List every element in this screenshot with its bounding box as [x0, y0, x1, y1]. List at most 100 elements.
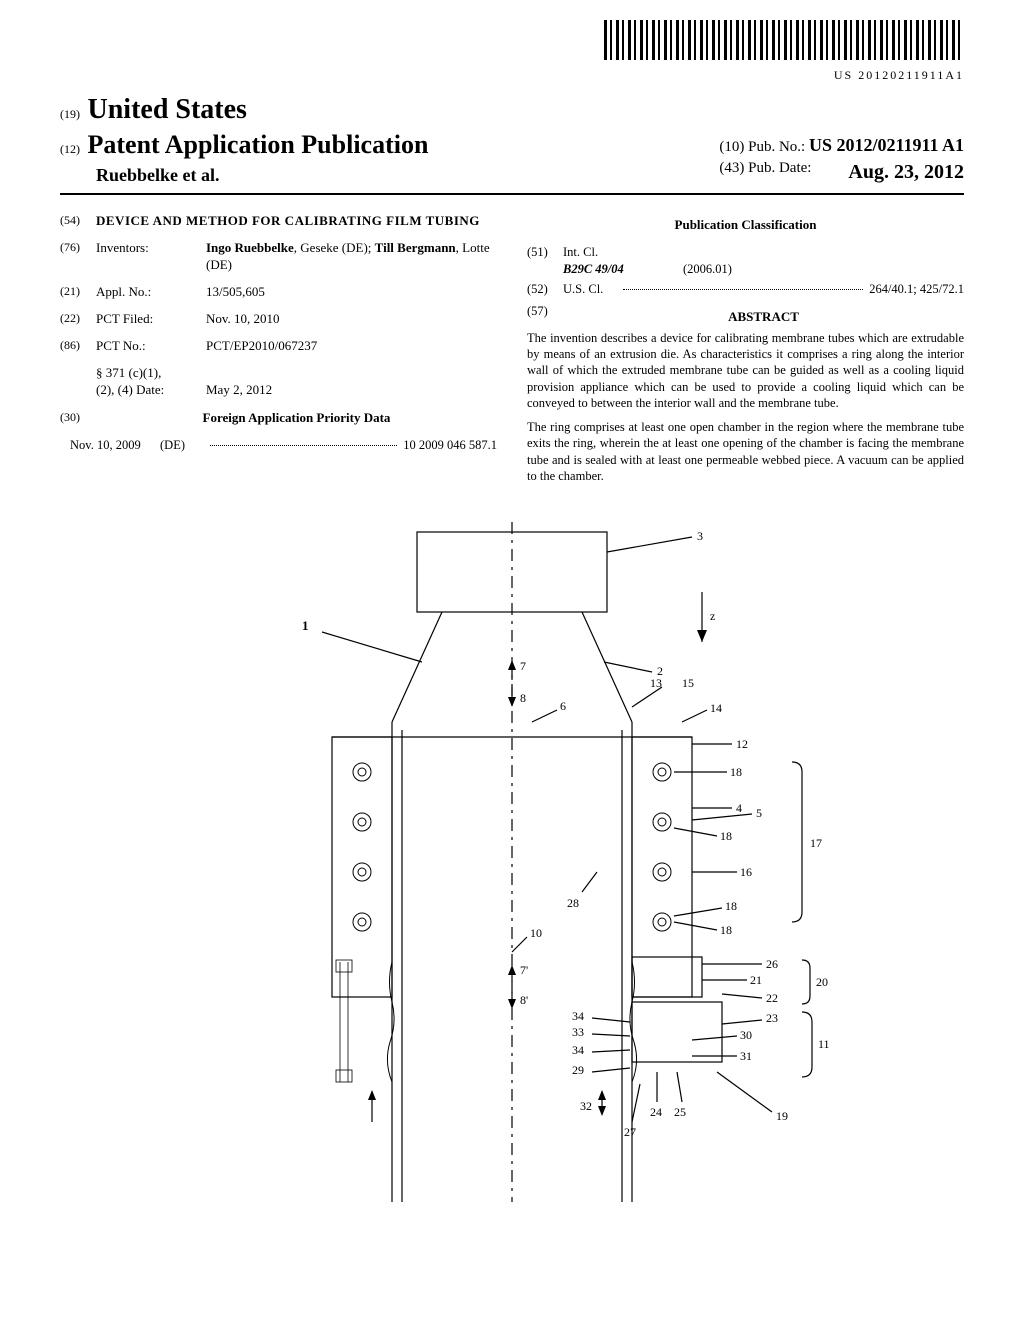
- pctno-value: PCT/EP2010/067237: [206, 338, 497, 355]
- pctno-label: PCT No.:: [96, 338, 206, 355]
- invention-title: DEVICE AND METHOD FOR CALIBRATING FILM T…: [96, 213, 497, 230]
- svg-text:33: 33: [572, 1025, 584, 1039]
- svg-text:22: 22: [766, 991, 778, 1005]
- svg-text:28: 28: [567, 896, 579, 910]
- inventors-code: (76): [60, 240, 96, 274]
- svg-text:6: 6: [560, 699, 566, 713]
- svg-text:10: 10: [530, 926, 542, 940]
- title-code: (54): [60, 213, 96, 230]
- priority-heading: Foreign Application Priority Data: [96, 410, 497, 427]
- inventors-value: Ingo Ruebbelke, Geseke (DE); Till Bergma…: [206, 240, 497, 274]
- svg-text:4: 4: [736, 801, 742, 815]
- classification-heading: Publication Classification: [527, 217, 964, 234]
- uscl-label: U.S. Cl.: [563, 281, 623, 297]
- svg-text:7': 7': [520, 963, 528, 977]
- abstract-code: (57): [527, 303, 563, 330]
- barcode-region: US 20120211911A1: [60, 20, 964, 84]
- svg-text:5: 5: [756, 806, 762, 820]
- pubno-label: Pub. No.:: [748, 139, 805, 155]
- applno-value: 13/505,605: [206, 284, 497, 301]
- svg-text:21: 21: [750, 973, 762, 987]
- inventor-2: Till Bergmann: [375, 240, 456, 255]
- svg-text:19: 19: [776, 1109, 788, 1123]
- svg-text:30: 30: [740, 1028, 752, 1042]
- pctfiled-label: PCT Filed:: [96, 311, 206, 328]
- pubdate-code: (43): [719, 160, 744, 176]
- abstract-heading-row: (57) ABSTRACT: [527, 303, 964, 330]
- priority-data-row: Nov. 10, 2009 (DE) 10 2009 046 587.1: [60, 437, 497, 453]
- header: (19) United States (12) Patent Applicati…: [60, 92, 964, 196]
- pctfiled-value: Nov. 10, 2010: [206, 311, 497, 328]
- svg-text:12: 12: [736, 737, 748, 751]
- svg-text:18: 18: [725, 899, 737, 913]
- svg-text:34: 34: [572, 1009, 584, 1023]
- svg-text:1: 1: [302, 618, 309, 633]
- priority-number: 10 2009 046 587.1: [397, 437, 497, 453]
- inventors-label: Inventors:: [96, 240, 206, 274]
- intcl-class: B29C 49/04: [563, 261, 683, 277]
- svg-text:15: 15: [682, 676, 694, 690]
- uscl-row: (52) U.S. Cl. 264/40.1; 425/72.1: [527, 281, 964, 297]
- inventors-row: (76) Inventors: Ingo Ruebbelke, Geseke (…: [60, 240, 497, 274]
- pubdate: Aug. 23, 2012: [848, 159, 964, 185]
- priority-code: (30): [60, 410, 96, 427]
- country: United States: [88, 94, 247, 125]
- s371-label: § 371 (c)(1), (2), (4) Date:: [96, 365, 206, 399]
- left-column: (54) DEVICE AND METHOD FOR CALIBRATING F…: [60, 213, 497, 492]
- intcl-code: (51): [527, 244, 563, 277]
- svg-text:11: 11: [818, 1037, 830, 1051]
- pctno-row: (86) PCT No.: PCT/EP2010/067237: [60, 338, 497, 355]
- pub-type: Patent Application Publication: [88, 130, 429, 159]
- barcode-number: US 20120211911A1: [60, 68, 964, 84]
- abstract-body: The invention describes a device for cal…: [527, 330, 964, 484]
- priority-country: (DE): [160, 437, 210, 453]
- svg-text:32: 32: [580, 1099, 592, 1113]
- svg-text:34: 34: [572, 1043, 584, 1057]
- header-right: (10) Pub. No.: US 2012/0211911 A1 (43) P…: [719, 134, 964, 188]
- uscl-dots: [623, 281, 863, 290]
- svg-text:23: 23: [766, 1011, 778, 1025]
- s371-date: May 2, 2012: [206, 382, 497, 399]
- right-column: Publication Classification (51) Int. Cl.…: [527, 213, 964, 492]
- patent-figure: 3 z 1 2 13 15 14 7 8 6: [60, 512, 964, 1218]
- applno-label: Appl. No.:: [96, 284, 206, 301]
- intcl-year: (2006.01): [683, 261, 732, 277]
- abstract-p2: The ring comprises at least one open cha…: [527, 419, 964, 484]
- svg-text:31: 31: [740, 1049, 752, 1063]
- uscl-value: 264/40.1; 425/72.1: [863, 281, 964, 297]
- country-code: (19): [60, 107, 80, 121]
- svg-text:8: 8: [520, 691, 526, 705]
- svg-text:13: 13: [650, 676, 662, 690]
- svg-text:27: 27: [624, 1125, 636, 1139]
- svg-text:20: 20: [816, 975, 828, 989]
- pub-code: (12): [60, 142, 80, 156]
- svg-text:18: 18: [720, 923, 732, 937]
- s371-blank: [60, 365, 96, 399]
- abstract-heading: ABSTRACT: [563, 309, 964, 326]
- svg-text:29: 29: [572, 1063, 584, 1077]
- svg-text:25: 25: [674, 1105, 686, 1119]
- svg-text:18: 18: [730, 765, 742, 779]
- pctno-code: (86): [60, 338, 96, 355]
- pctfiled-code: (22): [60, 311, 96, 328]
- svg-text:z: z: [710, 609, 715, 623]
- abstract-p1: The invention describes a device for cal…: [527, 330, 964, 411]
- title-row: (54) DEVICE AND METHOD FOR CALIBRATING F…: [60, 213, 497, 230]
- figure-svg: 3 z 1 2 13 15 14 7 8 6: [162, 512, 862, 1212]
- uscl-code: (52): [527, 281, 563, 297]
- pubdate-label: Pub. Date:: [748, 160, 811, 176]
- priority-dots: [210, 437, 397, 446]
- svg-text:26: 26: [766, 957, 778, 971]
- svg-text:24: 24: [650, 1105, 662, 1119]
- priority-heading-row: (30) Foreign Application Priority Data: [60, 410, 497, 427]
- header-left: (19) United States (12) Patent Applicati…: [60, 92, 428, 188]
- svg-text:8': 8': [520, 993, 528, 1007]
- authors: Ruebbelke et al.: [60, 164, 428, 187]
- s371-row: § 371 (c)(1), (2), (4) Date: May 2, 2012: [60, 365, 497, 399]
- intcl-label: Int. Cl.: [563, 244, 964, 260]
- svg-text:17: 17: [810, 836, 822, 850]
- svg-text:3: 3: [697, 529, 703, 543]
- barcode-graphic: [604, 20, 964, 60]
- svg-text:18: 18: [720, 829, 732, 843]
- inventor-1: Ingo Ruebbelke: [206, 240, 294, 255]
